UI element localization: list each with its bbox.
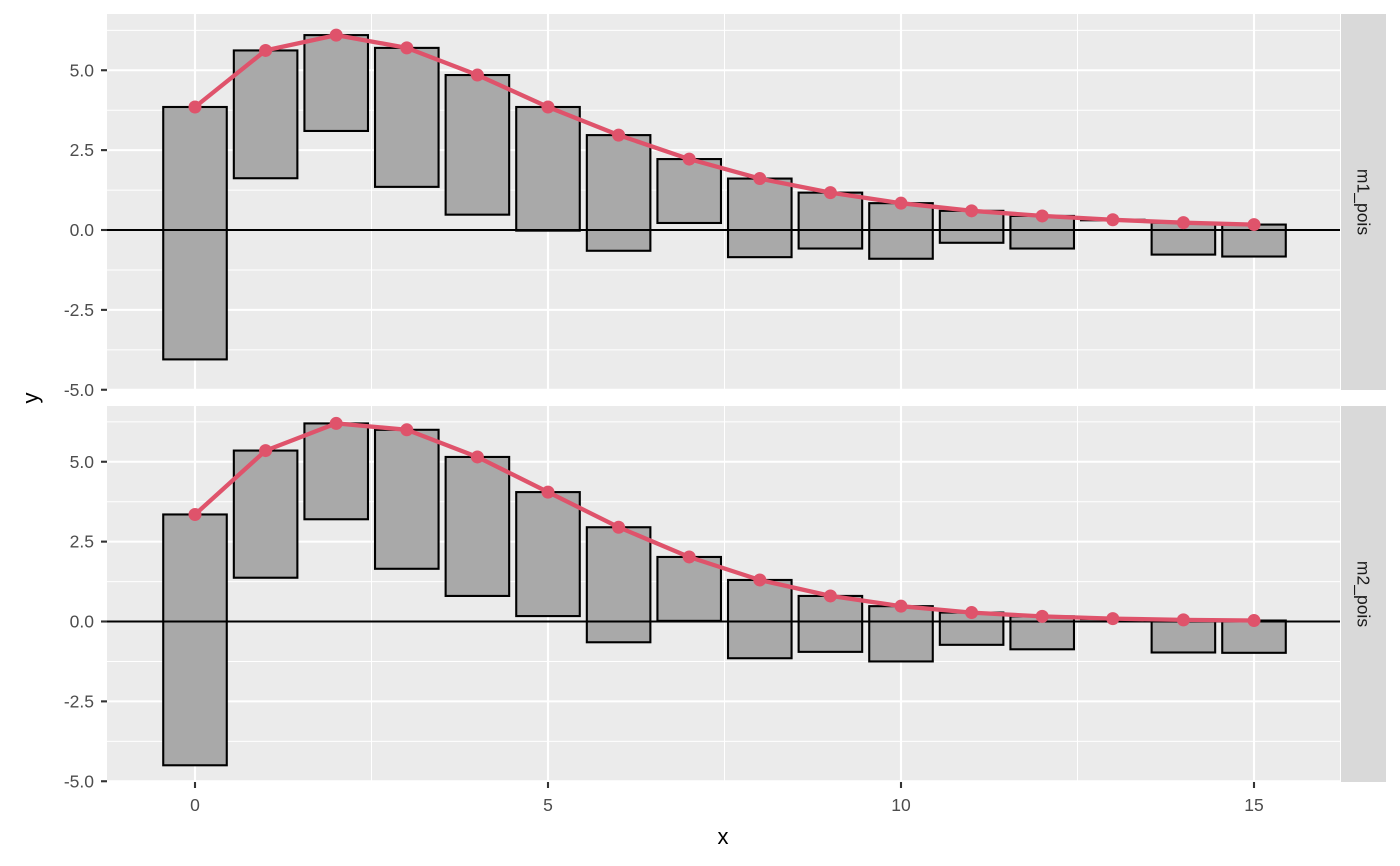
fitted-line <box>193 32 1255 227</box>
bar <box>444 73 511 216</box>
fitted-point <box>1035 209 1049 223</box>
bar <box>1009 214 1076 250</box>
x-axis: 0 5 10 15 <box>190 782 1264 815</box>
fitted-point <box>470 450 484 464</box>
fitted-point <box>682 550 696 564</box>
fitted-point <box>1247 614 1261 628</box>
panel-m2_pois: -5.0 -2.5 0.0 2.5 5.0 m2_pois <box>64 406 1386 791</box>
bar <box>797 594 864 653</box>
fitted-point <box>329 416 343 430</box>
bar <box>797 191 864 250</box>
fitted-point <box>400 423 414 437</box>
facet-strip <box>1341 406 1386 782</box>
y-tick-label: 0.0 <box>70 612 95 632</box>
bar <box>162 105 228 361</box>
fitted-point <box>965 204 979 218</box>
fitted-point <box>1176 216 1190 230</box>
fitted-point <box>612 128 626 142</box>
fitted-point <box>894 196 908 210</box>
facet-strip <box>1341 14 1386 390</box>
facet-strip-label: m2_pois <box>1353 561 1374 627</box>
fitted-point <box>1106 612 1120 626</box>
fitted-point <box>188 100 202 114</box>
bar <box>656 158 723 225</box>
fitted-point <box>753 172 767 186</box>
x-tick-label: 5 <box>543 795 553 815</box>
fitted-point <box>329 28 343 42</box>
bar <box>373 428 440 570</box>
bar <box>162 513 228 767</box>
y-axis-title: y <box>18 393 43 404</box>
y-tick-label: 5.0 <box>70 452 95 472</box>
bar <box>585 526 652 644</box>
fitted-point <box>823 186 837 200</box>
y-tick-label: 0.0 <box>70 220 95 240</box>
fitted-point <box>1247 218 1261 232</box>
bar <box>515 491 581 618</box>
fitted-point <box>259 43 273 57</box>
fitted-point <box>541 100 555 114</box>
fitted-point <box>470 68 484 82</box>
x-axis-title: x <box>718 824 729 849</box>
bar <box>726 578 793 660</box>
y-tick-label: 2.5 <box>70 532 94 552</box>
fitted-point <box>965 606 979 620</box>
x-tick-label: 10 <box>891 795 911 815</box>
facet-strip-label: m1_pois <box>1353 169 1374 235</box>
fitted-point <box>541 485 555 499</box>
fitted-point <box>823 589 837 603</box>
panel-m1_pois: -5.0 -2.5 0.0 2.5 5.0 m1_pois <box>64 14 1386 400</box>
y-tick-label: 5.0 <box>70 60 95 80</box>
bar <box>303 422 370 521</box>
fitted-point <box>682 152 696 166</box>
fitted-point <box>259 444 273 458</box>
bar <box>726 177 793 259</box>
x-tick-label: 0 <box>190 795 200 815</box>
y-tick-label: 2.5 <box>70 140 94 160</box>
x-tick-label: 15 <box>1244 795 1263 815</box>
y-tick-label: -2.5 <box>64 691 94 711</box>
bar <box>515 105 581 232</box>
fitted-point <box>894 599 908 613</box>
y-tick-label: -2.5 <box>64 300 94 320</box>
y-tick-label: -5.0 <box>64 771 94 791</box>
panels-layer: -5.0 -2.5 0.0 2.5 5.0 m1_pois -5.0 -2.5 0.0 2.5 5.… <box>64 14 1386 791</box>
bar <box>444 455 511 597</box>
fitted-point <box>188 507 202 521</box>
fitted-point <box>400 41 414 55</box>
bar <box>585 134 652 252</box>
bar <box>303 34 370 133</box>
fitted-point <box>1035 609 1049 623</box>
fitted-line <box>193 421 1255 623</box>
fitted-point <box>1106 213 1120 227</box>
fitted-point <box>1176 613 1190 627</box>
y-tick-label: -5.0 <box>64 380 94 400</box>
fitted-point <box>753 573 767 587</box>
fitted-point <box>612 520 626 534</box>
bar <box>232 49 299 180</box>
bar <box>868 605 934 663</box>
bar <box>373 46 440 188</box>
bar <box>656 555 723 622</box>
